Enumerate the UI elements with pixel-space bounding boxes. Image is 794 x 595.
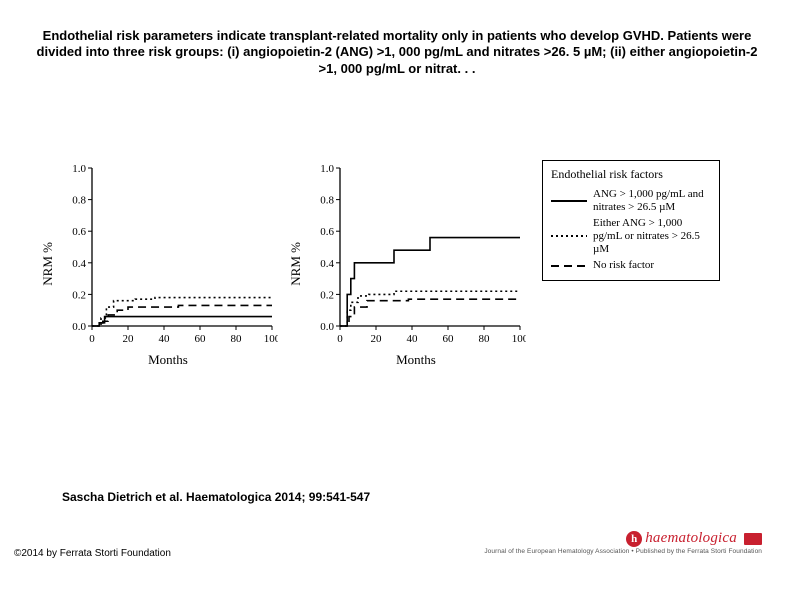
- svg-text:0.8: 0.8: [72, 195, 86, 207]
- km-chart-right: 0.0 0.2 0.4 0.6 0.8 1.0 0 20 40 60 80 100: [306, 160, 526, 350]
- svg-text:0.4: 0.4: [320, 258, 334, 270]
- legend-swatch-dotted: [551, 231, 587, 241]
- legend-item-dashed: No risk factor: [551, 259, 711, 272]
- journal-name: haematologica: [645, 530, 737, 547]
- svg-text:0.2: 0.2: [72, 289, 86, 301]
- legend-label: Either ANG > 1,000 pg/mL or nitrates > 2…: [593, 217, 711, 255]
- x-axis-label-left: Months: [148, 352, 188, 368]
- journal-mark-icon: h: [626, 531, 642, 547]
- svg-text:80: 80: [231, 333, 243, 345]
- legend-item-solid: ANG > 1,000 pg/mL and nitrates > 26.5 µM: [551, 188, 711, 213]
- legend-title: Endothelial risk factors: [551, 167, 711, 182]
- journal-logo: h haematologica Journal of the European …: [484, 530, 762, 555]
- svg-text:0.8: 0.8: [320, 195, 334, 207]
- svg-text:0.2: 0.2: [320, 289, 334, 301]
- legend-label: No risk factor: [593, 259, 654, 272]
- right-panel: NRM % 0.0 0.2 0.4 0.6 0.8 1.0 0 20 40 60 80 100 Mon…: [288, 160, 526, 368]
- legend-swatch-dashed: [551, 261, 587, 271]
- x-axis-label-right: Months: [396, 352, 436, 368]
- svg-text:0.0: 0.0: [72, 321, 86, 333]
- svg-text:20: 20: [371, 333, 383, 345]
- svg-text:1.0: 1.0: [72, 163, 86, 175]
- svg-text:0.6: 0.6: [320, 226, 334, 238]
- svg-text:100: 100: [264, 333, 278, 345]
- svg-text:0.6: 0.6: [72, 226, 86, 238]
- svg-text:20: 20: [123, 333, 135, 345]
- svg-text:60: 60: [195, 333, 207, 345]
- left-panel: NRM % 0.0 0.2 0.4 0.6 0.8 1.0 0 20 40 60 80 100 Mon…: [40, 160, 278, 368]
- svg-text:0.0: 0.0: [320, 321, 334, 333]
- svg-text:0: 0: [337, 333, 343, 345]
- km-chart-left: 0.0 0.2 0.4 0.6 0.8 1.0 0 20 40 60 80 100: [58, 160, 278, 350]
- y-axis-label-left: NRM %: [40, 242, 56, 286]
- svg-text:40: 40: [159, 333, 171, 345]
- citation: Sascha Dietrich et al. Haematologica 201…: [62, 490, 370, 504]
- svg-text:60: 60: [443, 333, 455, 345]
- svg-text:100: 100: [512, 333, 526, 345]
- journal-subtitle: Journal of the European Hematology Assoc…: [484, 548, 762, 555]
- svg-text:40: 40: [407, 333, 419, 345]
- legend: Endothelial risk factors ANG > 1,000 pg/…: [542, 160, 720, 281]
- svg-text:0: 0: [89, 333, 95, 345]
- legend-item-dotted: Either ANG > 1,000 pg/mL or nitrates > 2…: [551, 217, 711, 255]
- figure-panels: NRM % 0.0 0.2 0.4 0.6 0.8 1.0 0 20 40 60 80 100 Mon…: [40, 160, 720, 368]
- svg-text:1.0: 1.0: [320, 163, 334, 175]
- svg-text:80: 80: [479, 333, 491, 345]
- foundation-badge-icon: [744, 533, 762, 545]
- svg-text:0.4: 0.4: [72, 258, 86, 270]
- y-axis-label-right: NRM %: [288, 242, 304, 286]
- copyright: ©2014 by Ferrata Storti Foundation: [14, 548, 171, 559]
- figure-title: Endothelial risk parameters indicate tra…: [30, 28, 764, 77]
- legend-label: ANG > 1,000 pg/mL and nitrates > 26.5 µM: [593, 188, 711, 213]
- legend-swatch-solid: [551, 196, 587, 206]
